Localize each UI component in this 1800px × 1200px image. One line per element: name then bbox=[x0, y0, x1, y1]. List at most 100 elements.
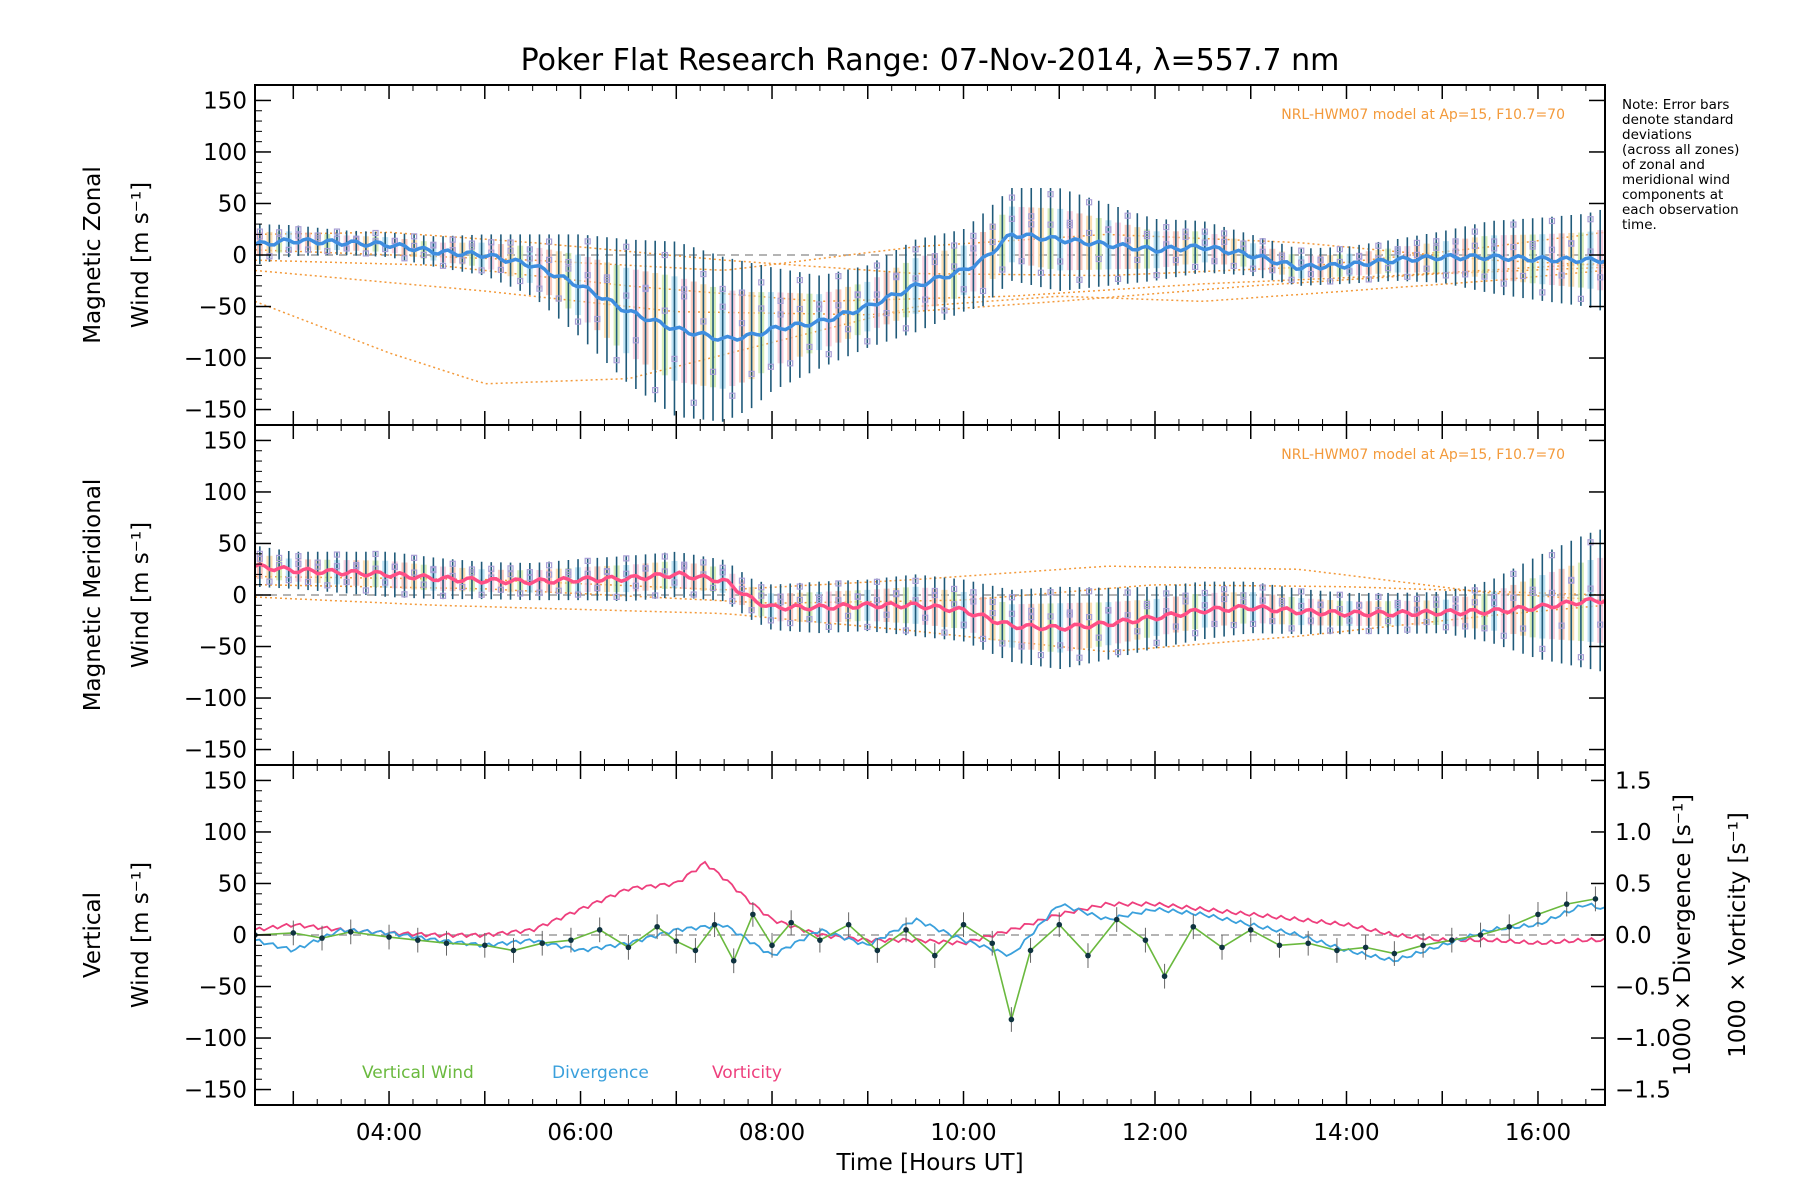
zone-point bbox=[574, 318, 582, 325]
zone-point bbox=[1018, 258, 1025, 265]
x-tick-label: 06:00 bbox=[547, 1120, 613, 1146]
zone-point bbox=[565, 258, 572, 266]
zone-point bbox=[1230, 262, 1237, 270]
zone-point bbox=[382, 579, 389, 586]
zone-point bbox=[488, 239, 495, 246]
zone-point bbox=[1471, 242, 1478, 249]
x-axis-label: Time [Hours UT] bbox=[835, 1150, 1023, 1176]
zone-point bbox=[584, 272, 591, 279]
vertical-wind-point bbox=[481, 942, 488, 949]
zone-point bbox=[1134, 628, 1141, 635]
vertical-wind-point bbox=[1449, 937, 1455, 943]
zone-point bbox=[546, 256, 553, 264]
vertical-wind-point bbox=[414, 937, 421, 943]
zone-point bbox=[1346, 617, 1353, 624]
zone-point bbox=[623, 555, 630, 562]
zone-point bbox=[1047, 613, 1054, 620]
vertical-wind-point bbox=[596, 927, 603, 933]
vertical-wind-point bbox=[903, 927, 909, 933]
zone-point bbox=[1028, 213, 1035, 220]
zone-point bbox=[816, 596, 823, 604]
vertical-ylabel-line2: Wind [m s⁻¹] bbox=[128, 862, 154, 1008]
zone-point bbox=[507, 571, 514, 578]
zone-point bbox=[681, 293, 688, 300]
y-tick-label: −100 bbox=[184, 1026, 247, 1052]
zone-point bbox=[1066, 222, 1073, 229]
zone-point bbox=[507, 247, 514, 254]
zone-point bbox=[758, 305, 765, 312]
zone-point bbox=[1510, 221, 1517, 228]
zone-point bbox=[1057, 642, 1064, 649]
zone-point bbox=[681, 563, 688, 570]
zone-point bbox=[1491, 245, 1498, 252]
zone-point bbox=[420, 251, 427, 258]
zone-point bbox=[835, 273, 842, 280]
zone-point bbox=[709, 584, 717, 591]
zone-point bbox=[970, 245, 977, 252]
x-tick-label: 14:00 bbox=[1313, 1120, 1379, 1146]
zone-point bbox=[642, 285, 649, 293]
zone-point bbox=[1548, 246, 1556, 253]
y-tick-label: 150 bbox=[203, 88, 247, 114]
zone-point bbox=[1365, 276, 1372, 283]
vertical-wind-point bbox=[989, 940, 996, 947]
zone-point bbox=[1240, 598, 1247, 606]
zone-point bbox=[1577, 654, 1584, 661]
vertical-wind-point bbox=[711, 921, 718, 928]
zone-point bbox=[1394, 602, 1401, 609]
y2-tick-label: 1.5 bbox=[1615, 768, 1652, 794]
zone-point bbox=[507, 239, 514, 246]
model-curve bbox=[255, 231, 1605, 277]
zone-point bbox=[1394, 248, 1401, 255]
zone-point bbox=[883, 611, 890, 618]
vertical-wind-point bbox=[1247, 927, 1254, 933]
note-line: (across all zones) bbox=[1622, 142, 1739, 158]
zone-point bbox=[1539, 289, 1546, 296]
zone-point bbox=[1076, 276, 1083, 283]
zonal-ylabel-line1: Magnetic Zonal bbox=[80, 166, 106, 344]
zone-point bbox=[1269, 267, 1276, 274]
legend-vertical-wind: Vertical Wind bbox=[362, 1063, 474, 1083]
zone-point bbox=[931, 253, 938, 260]
zone-point bbox=[574, 591, 582, 598]
zone-point bbox=[1201, 228, 1208, 235]
vertical-wind-point bbox=[931, 952, 938, 959]
vertical-wind-point bbox=[443, 940, 450, 947]
zone-point bbox=[1221, 238, 1228, 245]
vertical-wind-point bbox=[1563, 901, 1570, 907]
zone-point bbox=[1086, 588, 1093, 595]
zone-point bbox=[825, 623, 832, 630]
zone-point bbox=[951, 263, 958, 270]
zone-point bbox=[1143, 603, 1151, 610]
zone-point bbox=[594, 315, 601, 323]
zone-point bbox=[430, 566, 437, 574]
vertical-wind-point bbox=[769, 942, 775, 949]
divergence-axis-label: 1000 × Divergence [s⁻¹] bbox=[1670, 794, 1696, 1076]
zone-point bbox=[1221, 586, 1228, 593]
zone-point bbox=[1086, 614, 1093, 621]
zone-point bbox=[1047, 221, 1054, 228]
zone-point bbox=[1259, 597, 1266, 604]
zone-point bbox=[902, 627, 909, 634]
zone-point bbox=[1124, 589, 1131, 596]
zone-point bbox=[1259, 584, 1266, 591]
vertical-ylabel-line1: Vertical bbox=[80, 892, 106, 978]
zone-point bbox=[1134, 256, 1141, 264]
vertical-panel: 1.5 1.0 0.5 0.0 −0.5 −1.0 −1.5 150 100 50 0 −50 −100… bbox=[184, 764, 1671, 1106]
zone-point bbox=[796, 276, 803, 284]
meridional-panel: 150 100 50 0 −50 −100 −150 bbox=[184, 424, 1606, 766]
zone-point bbox=[1336, 246, 1343, 253]
zone-point bbox=[1452, 248, 1459, 255]
y-tick-label: −50 bbox=[198, 975, 247, 1001]
zone-point bbox=[652, 592, 659, 599]
zone-point bbox=[439, 592, 447, 599]
legend-vorticity: Vorticity bbox=[712, 1063, 782, 1083]
vertical-wind-point bbox=[692, 947, 699, 954]
zone-point bbox=[1028, 607, 1035, 614]
zone-point bbox=[584, 557, 591, 564]
zone-point bbox=[922, 614, 929, 621]
zone-point bbox=[671, 579, 678, 586]
vertical-wind-line bbox=[255, 898, 1596, 1023]
zone-point bbox=[912, 246, 919, 253]
zone-point bbox=[1259, 238, 1266, 245]
